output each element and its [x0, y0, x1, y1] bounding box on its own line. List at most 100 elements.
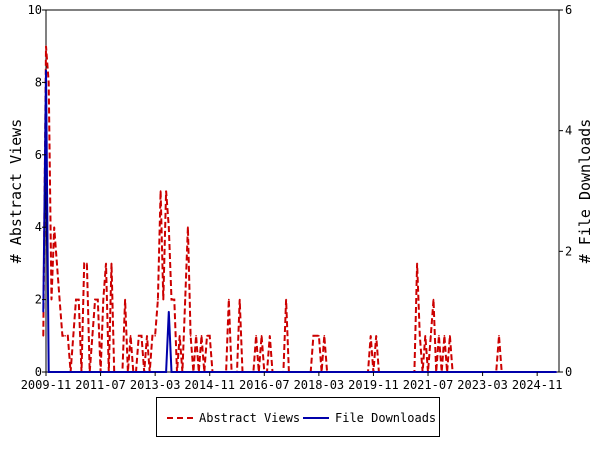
data-point	[50, 371, 53, 373]
data-point	[195, 335, 197, 337]
data-point	[58, 298, 61, 301]
data-point	[260, 335, 263, 337]
data-point	[86, 262, 88, 265]
y-tick-label-left: 4	[35, 220, 42, 234]
data-point	[42, 335, 45, 337]
y-tick-label-right: 4	[565, 124, 572, 138]
data-point	[369, 335, 372, 337]
data-point	[419, 335, 421, 337]
y-axis-label-left: # Abstract Views	[7, 119, 25, 264]
data-point	[178, 335, 181, 337]
data-point	[154, 335, 156, 337]
data-point	[173, 298, 176, 301]
data-point	[64, 335, 66, 337]
data-point	[208, 335, 211, 337]
data-point	[72, 335, 75, 337]
data-point	[165, 190, 167, 192]
data-point	[498, 335, 500, 337]
y-tick-label-left: 0	[35, 365, 42, 379]
x-tick-label: 2011-07	[75, 378, 126, 392]
y-axis-label-right: # File Downloads	[576, 119, 594, 264]
data-point	[315, 335, 317, 337]
legend-label-file-downloads: File Downloads	[335, 411, 437, 425]
data-point	[416, 262, 418, 265]
data-point	[97, 298, 99, 301]
data-point	[167, 310, 170, 313]
series-layer	[42, 45, 558, 373]
data-point	[167, 226, 170, 228]
data-point	[45, 45, 47, 47]
data-point	[555, 371, 558, 373]
data-point	[77, 298, 80, 301]
x-tick-label: 2014-11	[184, 378, 235, 392]
y-tick-label-right: 6	[565, 3, 572, 17]
legend-label-abstract-views: Abstract Views	[199, 411, 301, 425]
data-point	[151, 335, 154, 337]
y-tick-label-left: 8	[35, 75, 42, 89]
data-point	[255, 335, 257, 337]
data-point	[206, 335, 208, 337]
x-tick-label: 2016-07	[239, 378, 290, 392]
data-point	[375, 335, 377, 337]
data-point	[285, 298, 287, 301]
data-point	[67, 335, 69, 337]
y-tick-label-left: 6	[35, 148, 42, 162]
x-tick-label: 2021-07	[403, 378, 454, 392]
data-point	[323, 335, 326, 337]
legend-swatch-solid-blue	[303, 417, 329, 419]
data-point	[165, 371, 167, 373]
data-point	[124, 298, 126, 301]
data-point	[318, 335, 320, 337]
data-point	[312, 335, 315, 337]
data-point	[449, 335, 451, 337]
data-point	[42, 310, 45, 313]
data-point	[438, 335, 440, 337]
y-tick-label-right: 2	[565, 244, 572, 258]
data-point	[268, 335, 271, 337]
data-point	[53, 226, 55, 228]
tick-layer: 0 2 4 6 8 10 0 2 4 6 2009-11 2011-07 2013-03 2014-11 2…	[21, 3, 573, 392]
x-tick-label: 2023-03	[457, 378, 508, 392]
data-point	[429, 335, 432, 337]
data-point	[61, 335, 64, 337]
x-tick-label: 2009-11	[21, 378, 72, 392]
data-point	[75, 298, 77, 301]
data-point	[159, 190, 162, 192]
data-point	[443, 335, 446, 337]
data-point	[50, 298, 53, 301]
series-line-file-downloads	[42, 70, 557, 373]
x-tick-label: 2013-03	[130, 378, 181, 392]
legend: Abstract Views File Downloads	[156, 397, 440, 437]
data-point	[45, 69, 47, 72]
data-point	[91, 335, 94, 337]
legend-item-file-downloads: File Downloads	[303, 411, 436, 425]
y-tick-label-left: 2	[35, 293, 42, 307]
y-tick-label-left: 10	[28, 3, 42, 17]
data-point	[187, 226, 189, 228]
data-point	[238, 298, 241, 301]
data-point	[170, 298, 173, 301]
data-point	[170, 371, 173, 373]
x-tick-label: 2019-11	[348, 378, 399, 392]
y-tick-label-right: 0	[565, 365, 572, 379]
legend-swatch-dashed-red	[167, 417, 193, 419]
data-point	[129, 335, 132, 337]
data-point	[157, 298, 159, 301]
data-point	[200, 335, 203, 337]
plot-area	[45, 9, 560, 373]
data-point	[47, 371, 50, 373]
data-point	[189, 335, 192, 337]
data-point	[146, 335, 148, 337]
data-point	[184, 298, 186, 301]
data-point	[94, 298, 96, 301]
data-point	[110, 262, 113, 265]
data-point	[102, 298, 105, 301]
x-tick-label: 2024-11	[512, 378, 563, 392]
data-point	[140, 335, 143, 337]
x-tick-label: 2018-03	[294, 378, 345, 392]
data-point	[83, 262, 86, 265]
data-point	[105, 262, 107, 265]
data-point	[137, 335, 140, 337]
legend-item-abstract-views: Abstract Views	[167, 411, 300, 425]
